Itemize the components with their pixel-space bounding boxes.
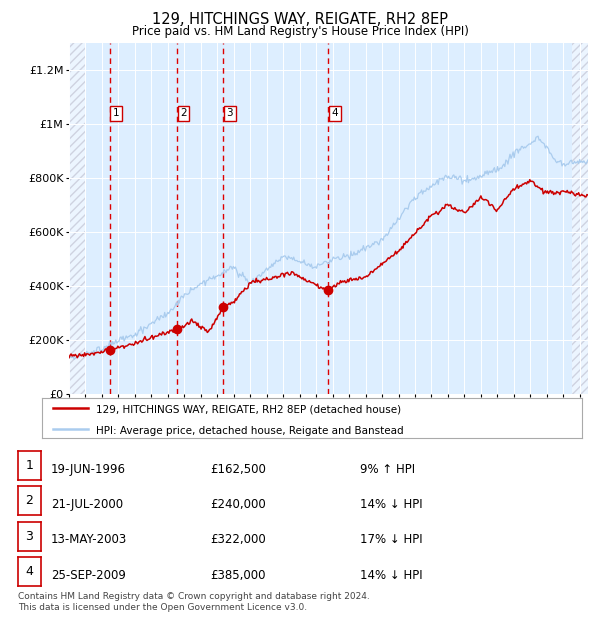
Text: 4: 4 (25, 565, 34, 578)
Text: 9% ↑ HPI: 9% ↑ HPI (360, 463, 415, 476)
Text: 14% ↓ HPI: 14% ↓ HPI (360, 498, 422, 511)
Text: 1: 1 (25, 459, 34, 472)
Text: Price paid vs. HM Land Registry's House Price Index (HPI): Price paid vs. HM Land Registry's House … (131, 25, 469, 38)
Text: 25-SEP-2009: 25-SEP-2009 (51, 569, 126, 582)
Text: HPI: Average price, detached house, Reigate and Banstead: HPI: Average price, detached house, Reig… (96, 426, 404, 436)
Bar (572, 43, 588, 394)
Text: 14% ↓ HPI: 14% ↓ HPI (360, 569, 422, 582)
Text: £322,000: £322,000 (210, 533, 266, 546)
Text: £385,000: £385,000 (210, 569, 265, 582)
Text: 129, HITCHINGS WAY, REIGATE, RH2 8EP: 129, HITCHINGS WAY, REIGATE, RH2 8EP (152, 12, 448, 27)
Bar (69, 43, 85, 394)
Text: 2: 2 (25, 494, 34, 507)
Text: 4: 4 (331, 108, 338, 118)
Text: 129, HITCHINGS WAY, REIGATE, RH2 8EP (detached house): 129, HITCHINGS WAY, REIGATE, RH2 8EP (de… (96, 404, 401, 414)
Text: Contains HM Land Registry data © Crown copyright and database right 2024.
This d: Contains HM Land Registry data © Crown c… (18, 592, 370, 611)
Bar (69, 43, 85, 394)
Text: 3: 3 (227, 108, 233, 118)
Text: £162,500: £162,500 (210, 463, 266, 476)
Text: £240,000: £240,000 (210, 498, 266, 511)
Bar (572, 43, 588, 394)
Text: 1: 1 (113, 108, 119, 118)
Text: 13-MAY-2003: 13-MAY-2003 (51, 533, 127, 546)
Text: 19-JUN-1996: 19-JUN-1996 (51, 463, 126, 476)
Text: 21-JUL-2000: 21-JUL-2000 (51, 498, 123, 511)
Text: 17% ↓ HPI: 17% ↓ HPI (360, 533, 422, 546)
Text: 3: 3 (25, 529, 34, 542)
Text: 2: 2 (180, 108, 187, 118)
